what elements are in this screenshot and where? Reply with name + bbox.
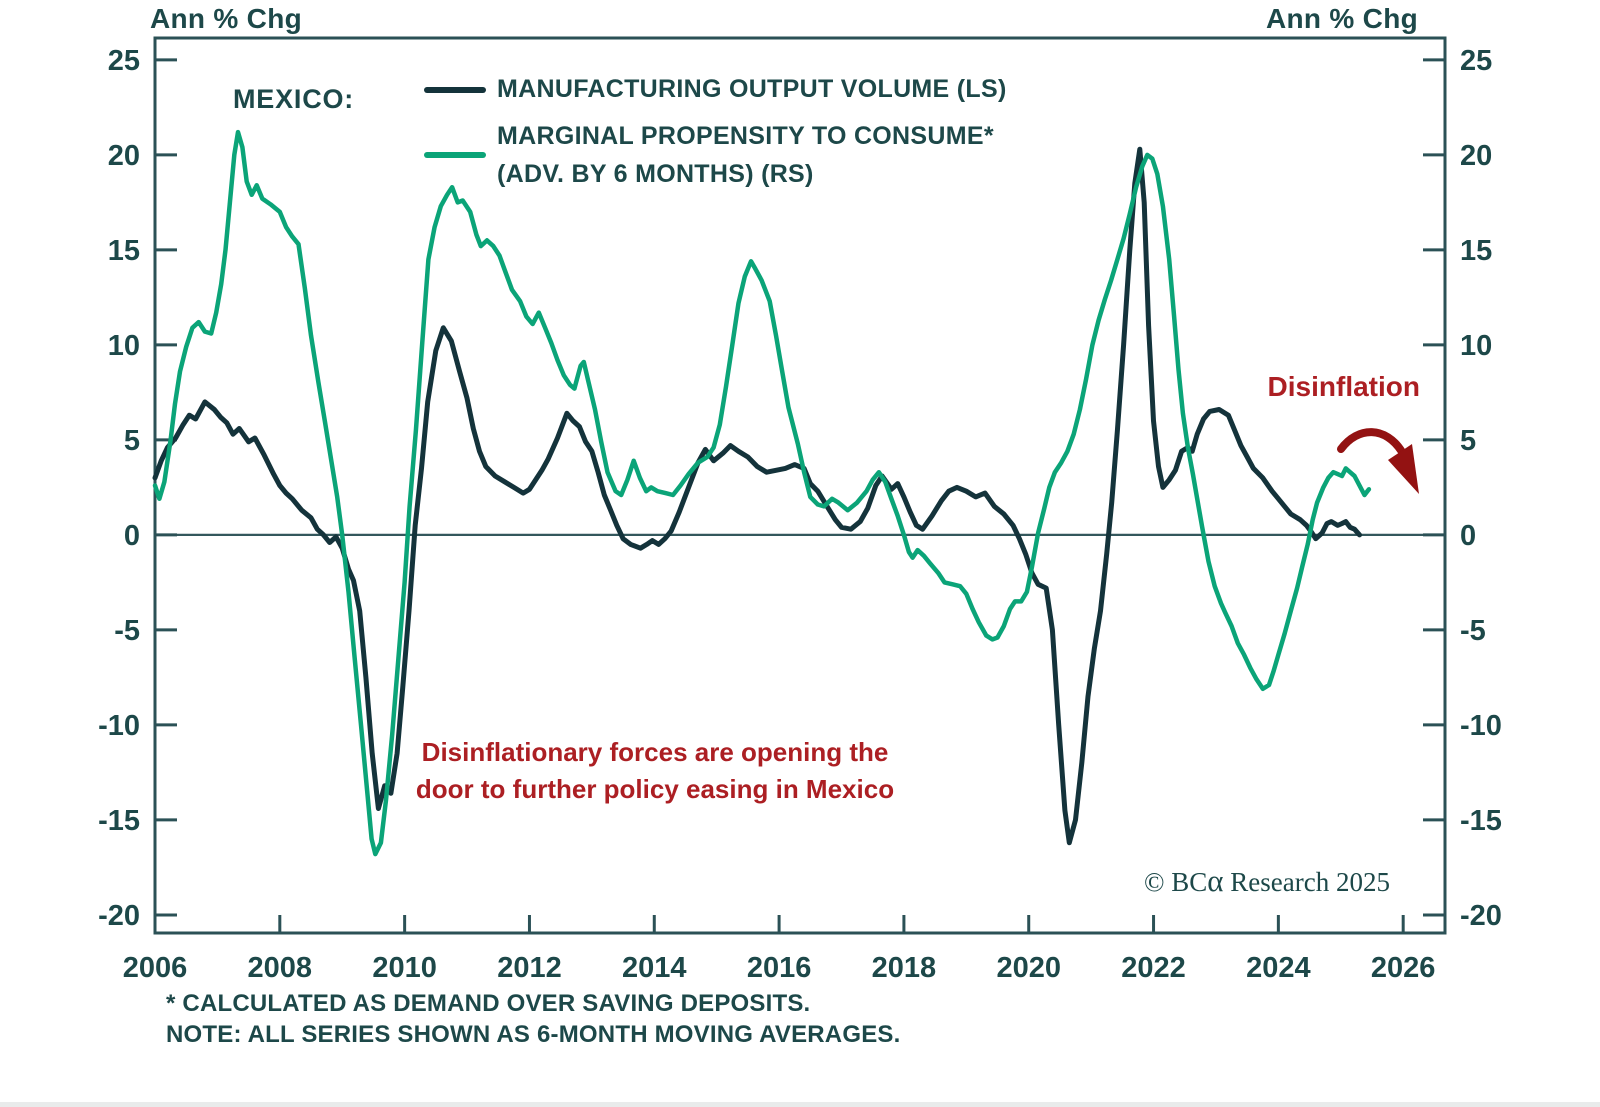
copyright-suffix: Research 2025 [1223,867,1390,897]
chart-message-line2: door to further policy easing in Mexico [415,774,895,804]
legend-label-mpc: MARGINAL PROPENSITY TO CONSUME* (ADV. BY… [497,117,994,193]
legend-heading: MEXICO: [233,84,355,114]
footnote-note: NOTE: ALL SERIES SHOWN AS 6-MONTH MOVING… [166,1021,901,1048]
y-tick-label-right: -20 [1460,900,1502,932]
y-tick-label-left: -15 [98,805,140,837]
footnote-calculation: * CALCULATED AS DEMAND OVER SAVING DEPOS… [166,990,811,1017]
y-tick-label-right: -15 [1460,805,1502,837]
legend-label-mpc-line1: MARGINAL PROPENSITY TO CONSUME* [497,122,994,150]
y-tick-label-right: 15 [1460,235,1492,267]
x-tick-label: 2016 [747,952,812,984]
y-tick-label-right: 20 [1460,140,1492,172]
x-tick-label: 2026 [1371,952,1436,984]
chart-message: Disinflationary forces are opening the d… [385,734,925,808]
y-tick-label-left: -5 [114,615,140,647]
y-tick-label-left: 0 [124,520,140,552]
y-tick-label-left: -20 [98,900,140,932]
x-tick-label: 2010 [372,952,437,984]
manufacturing-output-line [152,146,1362,846]
x-tick-label: 2012 [497,952,562,984]
x-tick-label: 2008 [248,952,313,984]
disinflation-arrow [1337,428,1406,456]
copyright-notice: © BCα Research 2025 [1090,863,1390,899]
chart-message-line1: Disinflationary forces are opening the [421,737,889,767]
legend-swatch-mpc [424,152,486,158]
x-tick-label: 2006 [123,952,188,984]
y-tick-label-right: 10 [1460,330,1492,362]
y-tick-label-right: -10 [1460,710,1502,742]
y-tick-label-left: -10 [98,710,140,742]
x-tick-label: 2020 [996,952,1061,984]
axis-unit-label-right: Ann % Chg [1265,3,1418,34]
y-tick-label-left: 20 [108,140,140,172]
y-tick-label-right: -5 [1460,615,1486,647]
y-tick-label-right: 25 [1460,45,1492,77]
page-bottom-divider [0,1102,1600,1107]
copyright-alpha-glyph: α [1207,863,1224,898]
legend-label-manufacturing: MANUFACTURING OUTPUT VOLUME (LS) [497,75,1007,103]
y-tick-label-left: 5 [124,425,140,457]
axis-unit-label-left: Ann % Chg [150,3,303,34]
mpc-line [152,129,1372,857]
disinflation-annotation: Disinflation [1267,371,1420,402]
disinflation-arrowhead [1388,444,1419,494]
x-tick-label: 2022 [1121,952,1186,984]
x-tick-label: 2014 [622,952,687,984]
x-tick-label: 2018 [872,952,937,984]
y-tick-label-left: 15 [108,235,140,267]
y-tick-label-right: 5 [1460,425,1476,457]
legend-label-mpc-line2: (ADV. BY 6 MONTHS) (RS) [497,160,814,188]
y-tick-label-left: 10 [108,330,140,362]
footnotes: * CALCULATED AS DEMAND OVER SAVING DEPOS… [166,988,901,1050]
copyright-prefix: © BC [1144,867,1208,897]
legend-swatch-manufacturing [424,87,486,93]
y-tick-label-left: 25 [108,45,140,77]
x-tick-label: 2024 [1246,952,1311,984]
y-tick-label-right: 0 [1460,520,1476,552]
